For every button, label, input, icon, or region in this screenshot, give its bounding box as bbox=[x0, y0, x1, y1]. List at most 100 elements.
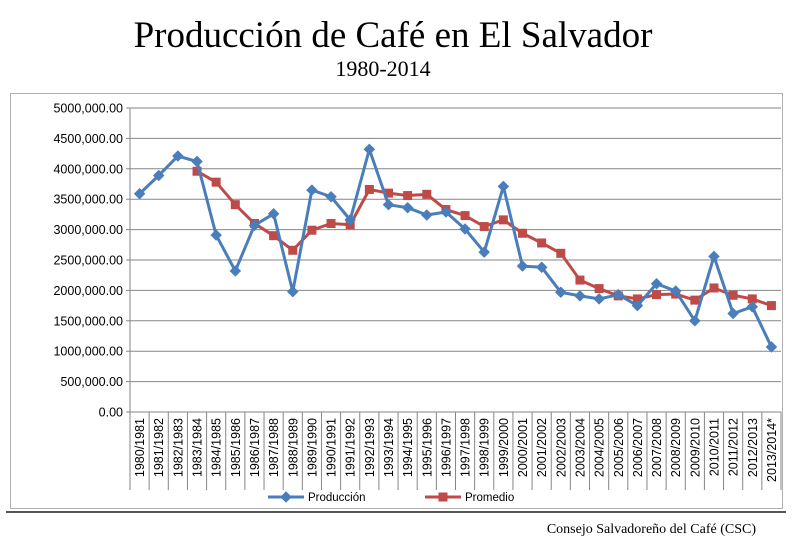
data-point-produccion bbox=[593, 293, 605, 305]
data-point-promedio bbox=[690, 295, 700, 305]
x-tick-label: 1992/1993 bbox=[363, 418, 377, 477]
y-tick-label: 3500,000.00 bbox=[53, 193, 123, 207]
x-tick-label: 1981/1982 bbox=[152, 418, 166, 477]
data-point-produccion bbox=[459, 223, 471, 235]
data-point-promedio bbox=[537, 238, 547, 248]
data-point-produccion bbox=[152, 169, 165, 182]
axes bbox=[126, 107, 782, 490]
x-tick-label: 1990/1991 bbox=[325, 418, 339, 477]
x-tick-label: 2002/2003 bbox=[554, 418, 568, 477]
y-tick-labels: 0.00 500,000.00 1000,000.00 1500,000.00 2000… bbox=[53, 102, 123, 420]
chart-subtitle: 1980-2014 bbox=[335, 56, 431, 81]
x-tick-label: 1997/1998 bbox=[459, 418, 473, 477]
data-point-promedio bbox=[211, 177, 221, 187]
x-tick-label: 2000/2001 bbox=[516, 418, 530, 477]
data-point-produccion bbox=[631, 299, 644, 312]
x-tick-label: 1982/1983 bbox=[171, 418, 185, 477]
x-tick-label: 1991/1992 bbox=[344, 418, 358, 477]
data-point-produccion bbox=[286, 285, 299, 298]
footer-divider bbox=[6, 511, 786, 513]
data-point-promedio bbox=[518, 228, 528, 238]
data-point-produccion bbox=[229, 265, 242, 277]
x-tick-label: 2012/2013 bbox=[746, 418, 760, 477]
data-point-produccion bbox=[535, 261, 548, 274]
data-point-produccion bbox=[612, 288, 625, 301]
data-point-produccion bbox=[765, 341, 778, 353]
x-tick-label: 1986/1987 bbox=[248, 418, 262, 477]
data-point-promedio bbox=[403, 191, 413, 201]
x-tick-label: 1985/1986 bbox=[229, 418, 243, 477]
data-point-promedio bbox=[364, 184, 374, 194]
x-tick-label: 1996/1997 bbox=[439, 418, 453, 477]
y-tick-label: 0.00 bbox=[99, 406, 123, 420]
data-point-promedio bbox=[326, 219, 336, 229]
x-tick-label: 1994/1995 bbox=[401, 418, 415, 477]
gridlines bbox=[130, 107, 781, 383]
data-point-produccion bbox=[325, 190, 337, 203]
data-point-produccion bbox=[574, 290, 586, 302]
x-tick-label: 1989/1990 bbox=[305, 418, 319, 477]
data-point-promedio bbox=[747, 294, 757, 304]
source-note: Consejo Salvadoreño del Café (CSC) bbox=[546, 522, 756, 537]
legend-label-produccion: Producción bbox=[308, 492, 366, 504]
x-tick-label: 2007/2008 bbox=[650, 418, 664, 477]
data-point-promedio bbox=[632, 294, 642, 304]
data-point-produccion bbox=[650, 277, 663, 290]
data-point-promedio bbox=[652, 290, 662, 300]
data-point-promedio bbox=[766, 301, 776, 311]
data-point-produccion bbox=[708, 250, 720, 263]
x-tick-label: 2003/2004 bbox=[573, 418, 587, 477]
data-point-promedio bbox=[460, 211, 470, 221]
x-tick-label: 1999/2000 bbox=[497, 418, 511, 477]
legend-label-promedio: Promedio bbox=[465, 492, 514, 504]
x-tick-label: 1995/1996 bbox=[420, 418, 434, 477]
y-tick-label: 4000,000.00 bbox=[53, 162, 123, 176]
data-point-promedio bbox=[230, 200, 240, 210]
x-tick-label: 2006/2007 bbox=[631, 418, 645, 477]
data-point-produccion bbox=[210, 229, 223, 241]
y-tick-label: 3000,000.00 bbox=[53, 223, 123, 237]
data-point-produccion bbox=[401, 201, 414, 214]
data-point-promedio bbox=[192, 166, 202, 176]
data-point-produccion bbox=[267, 207, 280, 220]
data-point-produccion bbox=[191, 155, 203, 168]
chart-frame bbox=[10, 93, 783, 509]
x-tick-label: 2005/2006 bbox=[612, 418, 626, 477]
data-point-promedio bbox=[728, 290, 738, 300]
data-point-promedio bbox=[594, 284, 604, 294]
legend-marker-promedio bbox=[438, 492, 448, 502]
data-point-promedio bbox=[288, 245, 298, 255]
y-tick-label: 2000,000.00 bbox=[53, 284, 123, 298]
y-tick-label: 2500,000.00 bbox=[53, 254, 123, 268]
x-tick-label: 2013/2014* bbox=[765, 418, 779, 482]
x-tick-label: 1980/1981 bbox=[133, 418, 147, 477]
series-line-produccion bbox=[138, 147, 773, 348]
y-tick-label: 5000,000.00 bbox=[53, 102, 123, 116]
data-point-produccion bbox=[420, 209, 433, 221]
data-point-produccion bbox=[382, 198, 395, 211]
series bbox=[133, 143, 778, 353]
y-tick-label: 1500,000.00 bbox=[53, 314, 123, 328]
x-tick-label: 2011/2012 bbox=[727, 418, 741, 476]
x-tick-label: 1984/1985 bbox=[210, 418, 224, 477]
data-point-promedio bbox=[422, 189, 432, 199]
data-point-promedio bbox=[269, 231, 279, 241]
x-tick-label: 1998/1999 bbox=[478, 418, 492, 477]
data-point-promedio bbox=[575, 275, 585, 285]
data-point-produccion bbox=[554, 286, 567, 299]
data-point-produccion bbox=[669, 285, 682, 297]
legend-item-produccion: Producción bbox=[268, 491, 366, 504]
x-tick-label: 2010/2011 bbox=[707, 418, 721, 476]
y-tick-label: 4500,000.00 bbox=[53, 132, 123, 146]
data-point-produccion bbox=[363, 143, 376, 156]
legend: Producción Promedio bbox=[268, 491, 514, 504]
x-tick-label: 2001/2002 bbox=[535, 418, 549, 477]
data-point-produccion bbox=[516, 260, 529, 272]
data-point-produccion bbox=[478, 246, 491, 258]
data-point-promedio bbox=[383, 188, 393, 198]
y-tick-label: 1000,000.00 bbox=[53, 345, 123, 359]
legend-marker-produccion bbox=[280, 491, 292, 503]
data-point-produccion bbox=[440, 206, 452, 218]
x-tick-label: 1983/1984 bbox=[191, 418, 205, 477]
